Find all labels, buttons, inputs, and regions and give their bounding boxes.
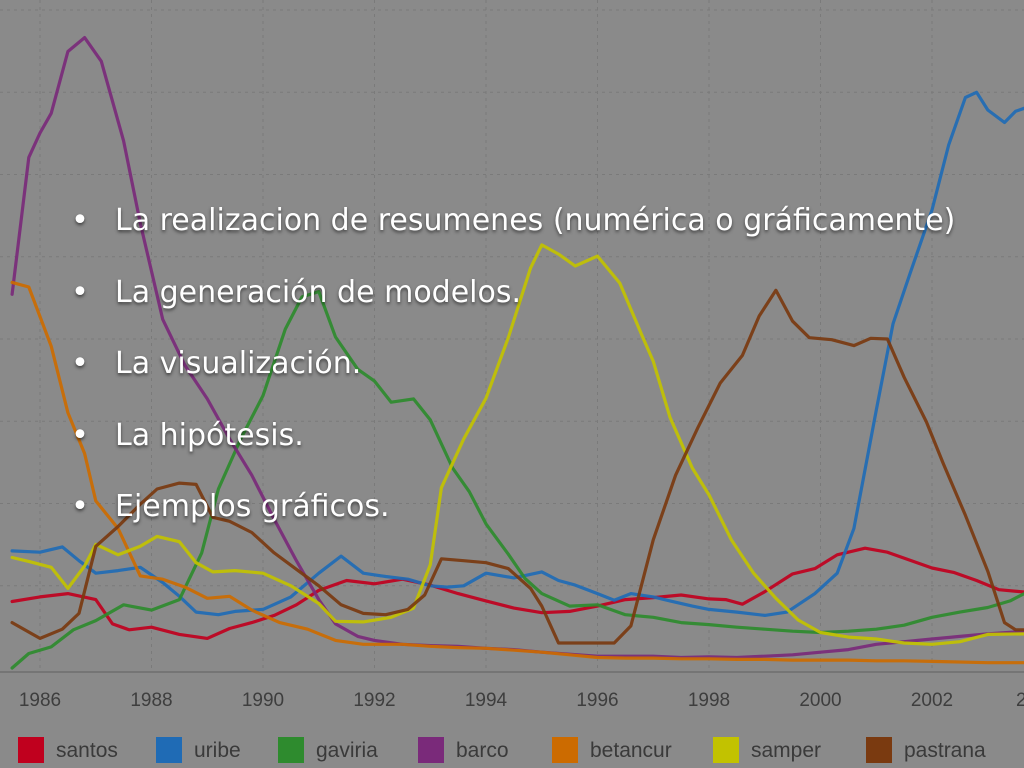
bullet-text: Ejemplos gráficos.	[115, 489, 390, 524]
legend-swatch-uribe	[156, 737, 182, 763]
legend-label-barco: barco	[456, 739, 509, 762]
bullet-text: La hipótesis.	[115, 417, 304, 453]
x-tick-label: 1992	[353, 690, 395, 711]
bullet-text: La visualización.	[115, 346, 362, 381]
legend-swatch-samper	[713, 737, 739, 763]
series-line-gaviria	[10, 290, 1024, 670]
x-tick-label: 2002	[911, 690, 953, 711]
x-tick-label: 1990	[242, 690, 284, 711]
x-tick-label: 1998	[688, 690, 730, 711]
x-tick-label: 1988	[130, 690, 172, 711]
bullet-text: La generación de modelos.	[115, 274, 522, 310]
series-line-samper	[10, 243, 1024, 646]
x-tick-label: 2000	[799, 690, 841, 711]
legend-label-uribe: uribe	[194, 739, 241, 762]
x-tick-label: 2	[1016, 690, 1024, 711]
legend-swatch-pastrana	[866, 737, 892, 763]
bullet-dot: •	[71, 489, 89, 524]
bullet-dot: •	[71, 417, 89, 453]
chart-series-lines	[10, 36, 1024, 670]
series-line-uribe	[10, 90, 1024, 617]
bullet-dot: •	[71, 346, 89, 381]
legend-swatch-gaviria	[278, 737, 304, 763]
x-axis-ticks: 1986 1988 1990 1992 1994 1996 1998 2000 2002 2	[0, 671, 1024, 711]
legend-label-gaviria: gaviria	[316, 739, 378, 762]
legend-swatch-betancur	[552, 737, 578, 763]
legend-label-santos: santos	[56, 739, 118, 762]
chart-legend: santos uribe gaviria barco betancur samper pas…	[18, 737, 986, 763]
legend-swatch-barco	[418, 737, 444, 763]
legend-label-pastrana: pastrana	[904, 739, 986, 762]
series-line-santos	[10, 546, 1024, 640]
bullet-dot: •	[71, 203, 89, 238]
legend-swatch-santos	[18, 737, 44, 763]
legend-label-betancur: betancur	[590, 739, 672, 762]
bullet-dot: •	[71, 274, 89, 310]
legend-label-samper: samper	[751, 739, 821, 762]
series-line-pastrana	[10, 288, 1024, 645]
x-tick-label: 1996	[576, 690, 618, 711]
chart-grid	[0, 0, 1024, 668]
x-tick-label: 1986	[19, 690, 61, 711]
x-tick-label: 1994	[465, 690, 508, 711]
series-line-betancur	[10, 280, 1024, 665]
bullet-text: La realizacion de resumenes (numérica o …	[115, 203, 956, 238]
